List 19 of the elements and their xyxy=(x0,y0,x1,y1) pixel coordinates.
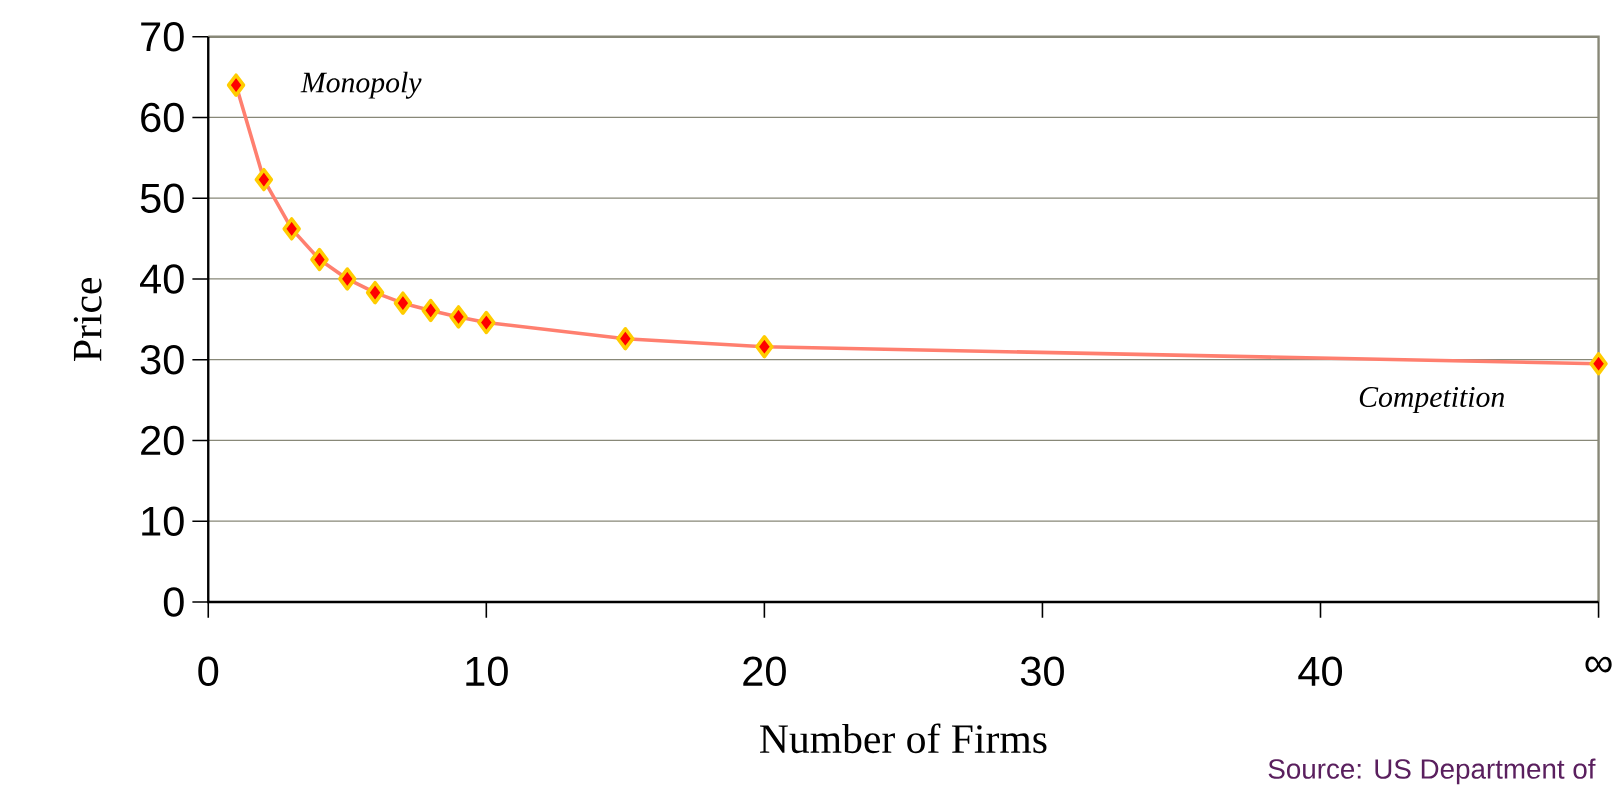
x-tick-label: 30 xyxy=(1020,656,1064,686)
annotation: Competition xyxy=(1359,386,1505,413)
y-tick-label: 10 xyxy=(142,506,184,536)
x-tick-label: 40 xyxy=(1298,656,1343,686)
annotation: Monopoly xyxy=(300,71,422,99)
x-axis-title: Number of Firms xyxy=(760,723,1047,754)
y-tick-label: 70 xyxy=(141,21,184,52)
y-tick-label: 50 xyxy=(140,183,184,213)
source-note: Source: US Department of xyxy=(1268,758,1596,785)
x-tick-label: 10 xyxy=(466,656,508,686)
y-tick-label: 0 xyxy=(163,587,184,617)
x-tick-label: 20 xyxy=(743,656,786,686)
y-tick-label: 40 xyxy=(140,264,184,294)
x-tick-label: 0 xyxy=(198,656,219,686)
y-tick-label: 30 xyxy=(140,344,184,375)
y-axis-title: Price xyxy=(73,277,102,361)
y-tick-label: 20 xyxy=(141,425,184,456)
y-tick-label: 60 xyxy=(141,102,184,133)
x-tick-label: ∞ xyxy=(1585,656,1612,673)
